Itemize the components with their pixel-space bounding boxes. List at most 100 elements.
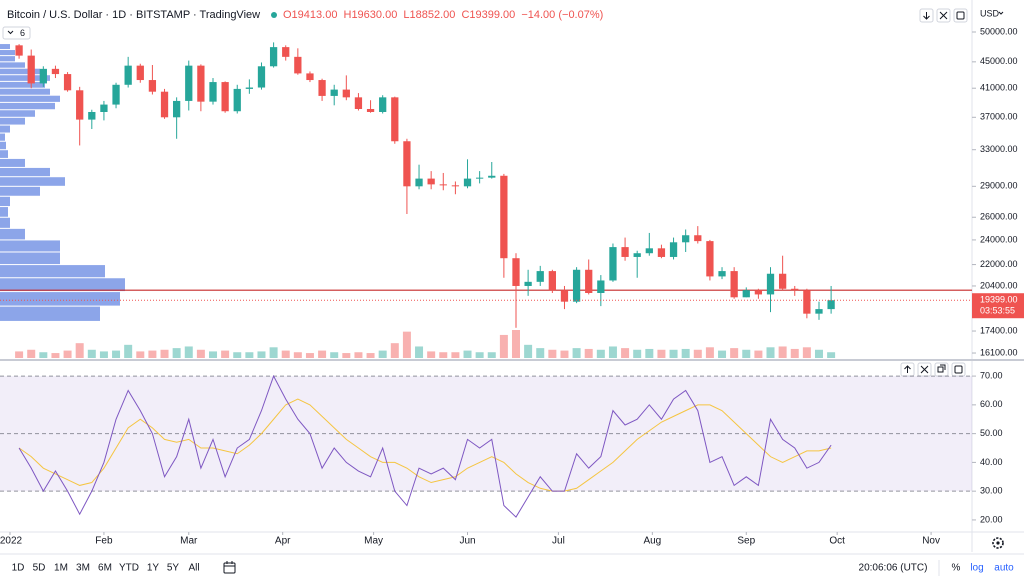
candle-body <box>512 258 520 286</box>
move-down-button[interactable] <box>919 8 934 23</box>
candle-body <box>136 65 144 81</box>
candle-body <box>173 100 181 118</box>
candle-body <box>282 47 290 57</box>
volume-bar <box>754 350 763 358</box>
candle-body <box>815 309 823 314</box>
volume-bar <box>293 352 302 358</box>
volume-bar <box>827 352 836 358</box>
candle-body <box>791 288 799 291</box>
candle-body <box>88 111 96 120</box>
volume-bar <box>427 351 436 358</box>
candle-body <box>827 300 835 310</box>
x-tick-label: Jul <box>552 536 565 547</box>
volume-profile-bar <box>0 150 8 158</box>
range-button[interactable]: 6M <box>98 563 112 574</box>
last-price-box <box>972 293 1024 319</box>
gear-icon <box>992 537 1004 549</box>
close-button[interactable] <box>936 8 951 23</box>
candle-body <box>572 269 581 302</box>
volume-profile-bar <box>0 117 25 125</box>
y-tick-label: 50000.00 <box>980 26 1018 36</box>
volume-bar <box>27 349 36 358</box>
candle-body <box>609 247 617 281</box>
volume-bar <box>608 346 617 358</box>
y-tick-label: 50.00 <box>980 428 1003 438</box>
scale-button[interactable]: log <box>970 563 983 574</box>
volume-profile-bar <box>0 252 60 265</box>
range-button[interactable]: 3M <box>76 563 90 574</box>
rsi-line <box>18 374 832 518</box>
candle-body <box>597 280 605 293</box>
maximize-button[interactable] <box>953 8 968 23</box>
maximize-button[interactable] <box>951 362 966 377</box>
volume-profile-bar <box>0 75 50 81</box>
candle-body <box>694 235 702 242</box>
volume-bar <box>657 349 666 358</box>
range-button[interactable]: 5D <box>33 563 46 574</box>
volume-bar <box>596 349 605 358</box>
candle-body <box>63 74 72 91</box>
volume-bar <box>487 352 496 358</box>
volume-bar <box>233 352 242 358</box>
y-tick-label: 16100.00 <box>980 347 1018 357</box>
scale-button[interactable]: % <box>952 563 961 574</box>
rsi-ma-line <box>18 398 832 492</box>
candle-body <box>245 87 253 89</box>
range-button[interactable]: 5Y <box>167 563 180 574</box>
last-price-label: 19399.00 <box>980 295 1018 305</box>
x-tick-label: 2022 <box>0 536 23 547</box>
settings-button[interactable] <box>992 537 1004 549</box>
volume-bar <box>184 346 193 358</box>
volume-bar <box>463 350 472 358</box>
range-button[interactable]: YTD <box>119 563 139 574</box>
x-tick-label: Feb <box>95 536 113 547</box>
symbol-title: Bitcoin / U.S. Dollar · 1D · BITSTAMP · … <box>7 9 260 21</box>
volume-bar <box>548 349 557 358</box>
indicator-toggle-box[interactable] <box>2 26 31 40</box>
candle-body <box>221 82 229 112</box>
volume-profile-bar <box>0 196 10 207</box>
range-button[interactable]: All <box>188 563 199 574</box>
volume-bar <box>269 347 278 358</box>
volume-bar <box>221 350 230 358</box>
candle-body <box>415 178 423 187</box>
square-icon <box>954 365 963 374</box>
indicator-toggle[interactable]: 6 <box>2 26 31 40</box>
candle-body <box>548 271 556 291</box>
move-up-button[interactable] <box>900 362 915 377</box>
candle-body <box>766 273 775 295</box>
y-tick-label: 37000.00 <box>980 112 1018 122</box>
volume-profile-bar <box>0 292 120 306</box>
candle-body <box>354 97 363 109</box>
range-button[interactable]: 1D <box>12 563 25 574</box>
y-tick-label: 41000.00 <box>980 83 1018 93</box>
candle-body <box>803 290 811 314</box>
scale-button[interactable]: auto <box>994 563 1014 574</box>
y-tick-label: 20.00 <box>980 514 1003 524</box>
volume-profile-bar <box>0 177 65 186</box>
volume-bar <box>39 352 48 358</box>
volume-profile-bar <box>0 167 50 177</box>
candle-body <box>718 271 726 277</box>
volume-profile-bar <box>0 102 55 110</box>
candle-body <box>330 89 338 96</box>
volume-bar <box>511 330 520 358</box>
volume-bar <box>390 343 399 358</box>
clock: 20:06:06 (UTC) <box>859 563 928 574</box>
pane-controls[interactable] <box>919 8 968 23</box>
candle-body <box>463 178 472 187</box>
calendar-icon <box>223 562 236 574</box>
range-button[interactable]: 1M <box>54 563 68 574</box>
volume-bar <box>584 348 593 358</box>
arrow-icon <box>923 12 930 20</box>
candle-body <box>669 242 678 257</box>
goto-date-button[interactable] <box>223 561 236 574</box>
candle-body <box>306 73 314 81</box>
currency-label[interactable]: USD <box>980 8 1000 18</box>
x-tick-label: Mar <box>180 536 198 547</box>
volume-bar <box>305 353 314 358</box>
range-button[interactable]: 1Y <box>147 563 160 574</box>
candle-body <box>112 84 120 105</box>
volume-bar <box>257 351 266 358</box>
